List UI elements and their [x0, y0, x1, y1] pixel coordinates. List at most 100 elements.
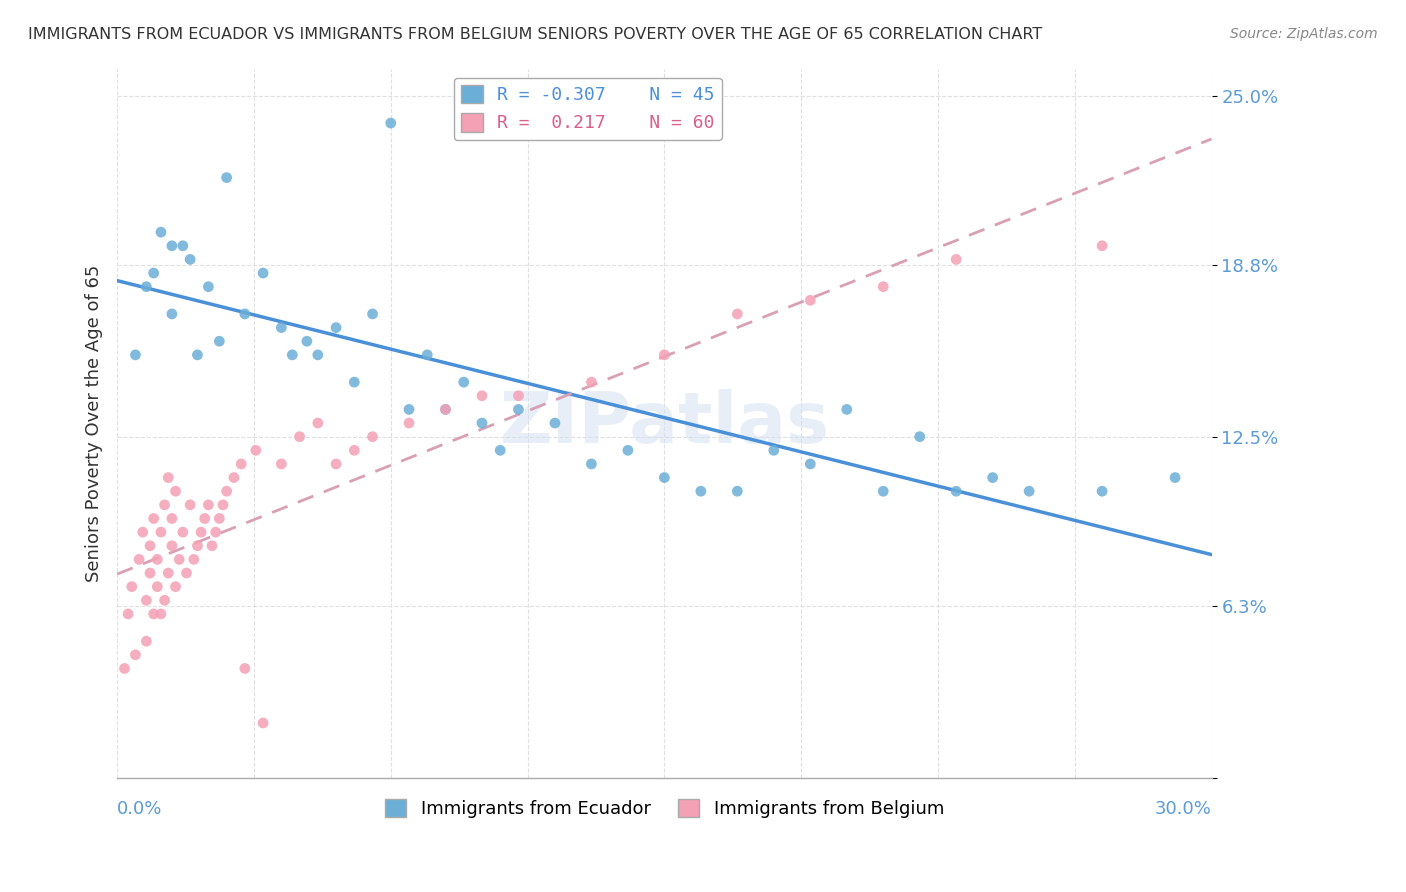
Point [434, 402, 457, 417]
Point [281, 348, 304, 362]
Text: ZIPatlas: ZIPatlas [499, 389, 830, 458]
Point [361, 430, 384, 444]
Point [215, 170, 238, 185]
Point [124, 348, 146, 362]
Point [872, 279, 894, 293]
Point [434, 402, 457, 417]
Y-axis label: Seniors Poverty Over the Age of 65: Seniors Poverty Over the Age of 65 [86, 264, 103, 582]
Point [471, 389, 494, 403]
Point [139, 539, 162, 553]
Point [508, 402, 530, 417]
Point [179, 252, 201, 267]
Point [233, 661, 256, 675]
Point [453, 375, 475, 389]
Point [157, 470, 180, 484]
Point [172, 239, 194, 253]
Point [208, 334, 231, 349]
Point [799, 293, 821, 308]
Point [1164, 470, 1187, 484]
Point [160, 307, 183, 321]
Point [1018, 484, 1040, 499]
Text: IMMIGRANTS FROM ECUADOR VS IMMIGRANTS FROM BELGIUM SENIORS POVERTY OVER THE AGE : IMMIGRANTS FROM ECUADOR VS IMMIGRANTS FR… [28, 27, 1042, 42]
Legend: Immigrants from Ecuador, Immigrants from Belgium: Immigrants from Ecuador, Immigrants from… [377, 791, 952, 825]
Point [165, 484, 187, 499]
Point [799, 457, 821, 471]
Point [1091, 239, 1114, 253]
Point [908, 430, 931, 444]
Point [165, 580, 187, 594]
Point [215, 484, 238, 499]
Point [157, 566, 180, 580]
Point [146, 580, 169, 594]
Point [124, 648, 146, 662]
Point [117, 607, 139, 621]
Point [872, 484, 894, 499]
Point [172, 525, 194, 540]
Point [135, 279, 157, 293]
Point [233, 307, 256, 321]
Point [222, 470, 245, 484]
Point [201, 539, 224, 553]
Point [149, 607, 172, 621]
Text: 0.0%: 0.0% [117, 800, 163, 818]
Point [183, 552, 205, 566]
Text: Source: ZipAtlas.com: Source: ZipAtlas.com [1230, 27, 1378, 41]
Point [981, 470, 1004, 484]
Point [325, 320, 347, 334]
Point [581, 375, 603, 389]
Point [135, 593, 157, 607]
Point [204, 525, 226, 540]
Point [295, 334, 318, 349]
Point [343, 443, 366, 458]
Point [288, 430, 311, 444]
Point [114, 661, 136, 675]
Point [153, 593, 176, 607]
Point [149, 225, 172, 239]
Point [245, 443, 267, 458]
Point [160, 511, 183, 525]
Point [762, 443, 785, 458]
Point [725, 484, 748, 499]
Point [307, 348, 329, 362]
Point [270, 457, 292, 471]
Point [132, 525, 155, 540]
Point [945, 484, 967, 499]
Point [231, 457, 253, 471]
Point [654, 470, 676, 484]
Point [1091, 484, 1114, 499]
Point [197, 498, 219, 512]
Point [142, 607, 165, 621]
Point [160, 239, 183, 253]
Point [142, 511, 165, 525]
Point [544, 416, 567, 430]
Point [380, 116, 402, 130]
Point [725, 307, 748, 321]
Point [128, 552, 150, 566]
Point [252, 266, 274, 280]
Point [581, 457, 603, 471]
Point [270, 320, 292, 334]
Point [252, 716, 274, 731]
Point [689, 484, 711, 499]
Point [142, 266, 165, 280]
Point [307, 416, 329, 430]
Point [835, 402, 858, 417]
Point [343, 375, 366, 389]
Point [135, 634, 157, 648]
Point [197, 279, 219, 293]
Point [416, 348, 439, 362]
Point [194, 511, 217, 525]
Point [208, 511, 231, 525]
Point [149, 525, 172, 540]
Point [508, 389, 530, 403]
Point [212, 498, 235, 512]
Point [489, 443, 512, 458]
Point [167, 552, 190, 566]
Point [179, 498, 201, 512]
Point [945, 252, 967, 267]
Point [398, 416, 420, 430]
Point [186, 539, 208, 553]
Point [153, 498, 176, 512]
Point [361, 307, 384, 321]
Point [190, 525, 212, 540]
